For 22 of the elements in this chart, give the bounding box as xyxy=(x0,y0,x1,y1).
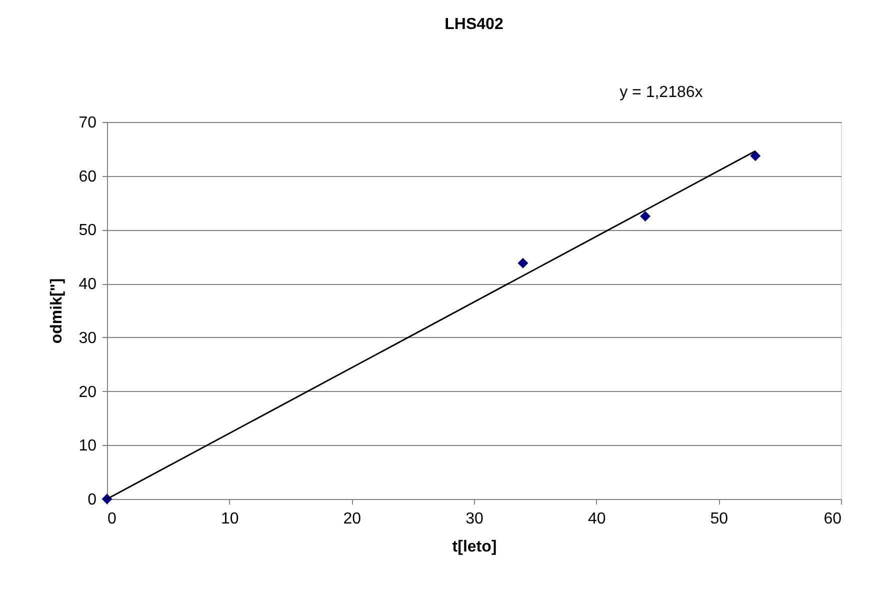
y-axis-title: odmik["] xyxy=(48,278,66,344)
x-tick-label: 50 xyxy=(710,510,728,528)
x-tick-label: 60 xyxy=(824,510,842,528)
y-tick-label: 60 xyxy=(78,168,97,186)
x-axis-title: t[leto] xyxy=(452,538,497,556)
x-tick-label: 0 xyxy=(108,510,116,528)
y-tick-label: 0 xyxy=(88,492,97,508)
x-tick-label: 30 xyxy=(466,510,484,528)
y-tick-label: 30 xyxy=(78,330,97,347)
text: y = 1,2186x xyxy=(620,84,703,101)
y-tick-label: 10 xyxy=(78,438,97,455)
x-tick-label: 10 xyxy=(220,510,239,528)
x-tick-label: 40 xyxy=(588,510,606,528)
y-tick-label: 40 xyxy=(78,276,97,294)
point xyxy=(518,258,528,268)
point xyxy=(640,211,651,222)
point xyxy=(750,150,761,162)
y-tick-label: 20 xyxy=(78,384,97,401)
x-tick-label: 20 xyxy=(343,510,362,528)
y-tick-label: 50 xyxy=(78,222,97,240)
chart-title: LHS402 xyxy=(444,16,504,33)
y-tick-label: 70 xyxy=(78,114,97,132)
